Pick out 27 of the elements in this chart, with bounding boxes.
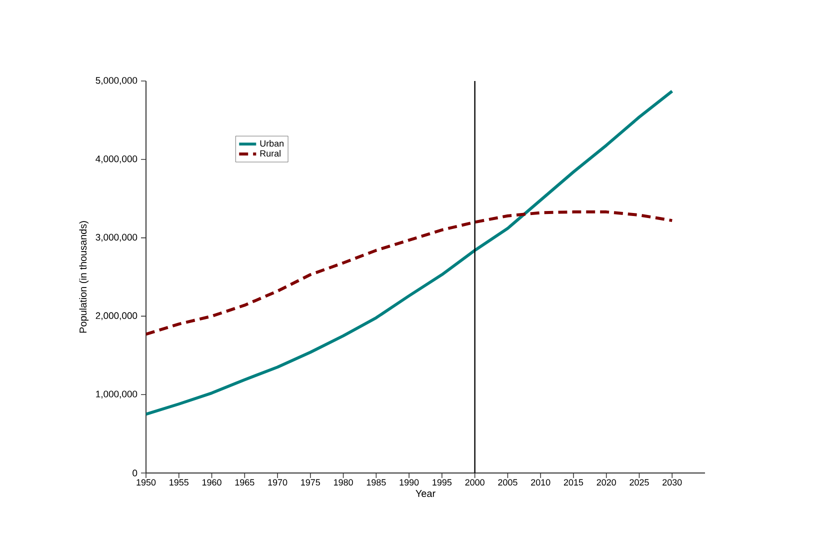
- y-tick-label: 4,000,000: [96, 155, 138, 164]
- x-tick-label: 1980: [334, 479, 353, 486]
- x-axis-title: Year: [416, 490, 436, 498]
- x-tick-label: 2005: [498, 479, 518, 486]
- x-tick-label: 2000: [465, 479, 484, 486]
- x-tick-label: 1950: [136, 479, 156, 486]
- x-tick-label: 2020: [596, 479, 616, 486]
- y-tick-label: 2,000,000: [96, 312, 138, 320]
- x-tick-label: 2015: [564, 479, 584, 486]
- x-tick-label: 1995: [432, 479, 452, 486]
- y-tick-label: 0: [132, 470, 138, 476]
- legend-label: Rural: [260, 150, 280, 157]
- x-tick-label: 1990: [400, 479, 419, 486]
- legend-label: Urban: [260, 140, 284, 147]
- x-tick-label: 2010: [531, 479, 550, 486]
- x-tick-label: 2030: [662, 479, 682, 486]
- x-tick-label: 1970: [268, 479, 288, 486]
- x-tick-label: 2025: [630, 479, 649, 486]
- x-tick-label: 1960: [202, 479, 222, 486]
- y-tick-label: 3,000,000: [96, 234, 138, 242]
- x-tick-label: 1975: [301, 479, 320, 486]
- x-tick-label: 1985: [366, 479, 386, 486]
- y-axis-title: Population (in thousands): [79, 221, 89, 333]
- x-tick-label: 1955: [170, 479, 188, 486]
- y-tick-label: 5,000,000: [96, 77, 138, 85]
- x-tick-label: 1965: [235, 479, 254, 486]
- y-tick-label: 1,000,000: [96, 390, 138, 399]
